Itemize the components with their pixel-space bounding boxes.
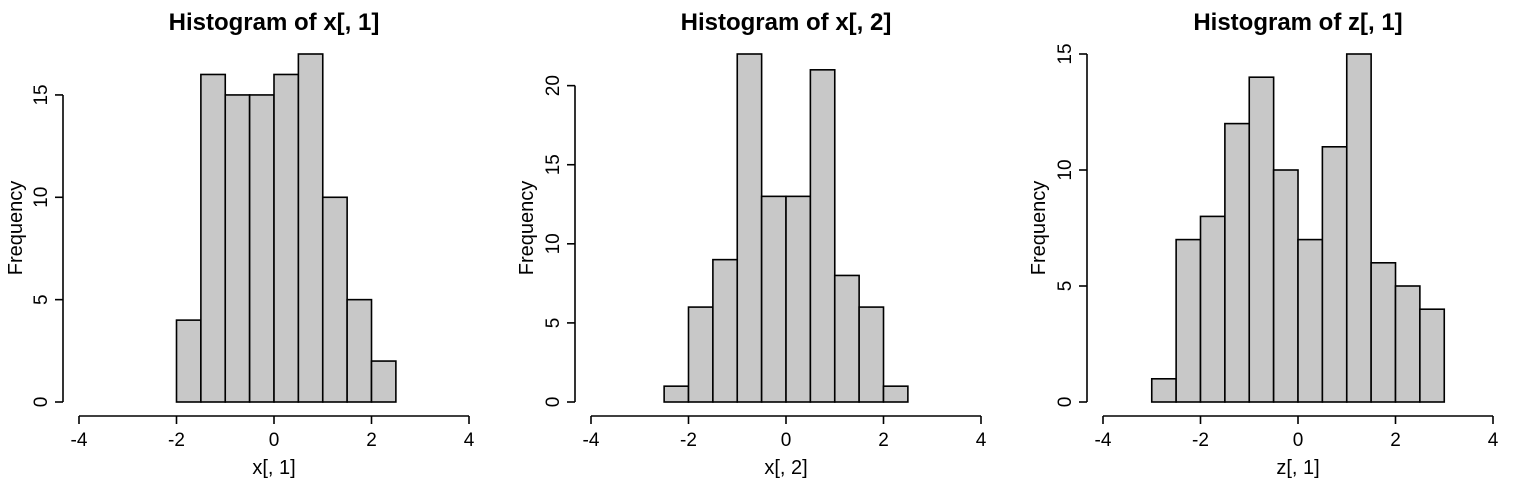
histogram-panel-3: Histogram of z[, 1] -4 -2 0 2 4 0 5 10 15 z[, 1…	[1028, 9, 1499, 479]
x-axis: -4 -2 0 2 4	[1095, 415, 1499, 451]
histogram-bar	[1345, 53, 1372, 403]
x-axis: -4 -2 0 2 4	[71, 415, 475, 451]
x-tick-label: -4	[1095, 430, 1112, 451]
x-axis-title: x[, 2]	[764, 457, 807, 479]
y-axis-title: Frequency	[516, 181, 538, 276]
histogram-bar	[760, 195, 787, 403]
x-tick-label: 2	[1390, 430, 1401, 451]
x-tick-label: -4	[71, 430, 88, 451]
y-tick-label: 15	[543, 154, 564, 175]
histogram-bar	[224, 94, 251, 403]
x-tick-label: -2	[1192, 430, 1209, 451]
histogram-bar	[297, 53, 324, 403]
histogram-bar	[175, 319, 202, 403]
y-tick-label: 10	[543, 233, 564, 254]
x-tick-label: 0	[269, 430, 280, 451]
histogram-bar	[809, 69, 836, 403]
y-tick-label: 10	[31, 187, 52, 208]
y-tick-label: 5	[31, 294, 52, 305]
histogram-bar	[1272, 169, 1299, 403]
x-tick-label: -2	[168, 430, 185, 451]
bars-group	[663, 53, 909, 403]
histogram-bar	[248, 94, 275, 403]
histogram-bar	[1248, 76, 1275, 403]
x-tick-label: -2	[680, 430, 697, 451]
y-tick-label: 0	[1055, 397, 1076, 408]
histogram-panel-1: Histogram of x[, 1] -4 -2 0 2 4 0 5 10 15 x[, 1…	[5, 9, 475, 479]
x-tick-label: 2	[366, 430, 377, 451]
histogram-bar	[833, 274, 860, 403]
histogram-bar	[858, 306, 885, 403]
histogram-bar	[273, 73, 300, 403]
histogram-bar	[736, 53, 763, 403]
x-tick-label: 4	[976, 430, 987, 451]
y-tick-label: 0	[543, 397, 564, 408]
histogram-bar	[1150, 377, 1177, 403]
histogram-bar	[346, 298, 373, 403]
y-tick-label: 20	[543, 75, 564, 96]
x-axis-title: z[, 1]	[1276, 457, 1319, 479]
histogram-bar	[370, 360, 397, 403]
bars-group	[175, 53, 397, 403]
histogram-bar	[1297, 238, 1324, 403]
histogram-bar	[1224, 122, 1251, 403]
histogram-bar	[1370, 261, 1397, 403]
y-axis: 0 5 10 15 20	[543, 75, 576, 408]
y-tick-label: 5	[543, 318, 564, 329]
bars-group	[1150, 53, 1446, 403]
histogram-bar	[785, 195, 812, 403]
histogram-bar	[1199, 215, 1226, 403]
y-axis: 0 5 10 15	[1055, 43, 1088, 408]
y-tick-label: 15	[31, 84, 52, 105]
histogram-bar	[321, 196, 348, 403]
x-tick-label: 2	[878, 430, 889, 451]
y-axis-title: Frequency	[1028, 181, 1050, 276]
y-axis: 0 5 10 15	[31, 84, 64, 408]
y-tick-label: 5	[1055, 281, 1076, 292]
histogram-bar	[200, 73, 227, 403]
y-tick-label: 15	[1055, 43, 1076, 64]
chart-title: Histogram of x[, 1]	[169, 9, 380, 36]
y-tick-label: 0	[31, 397, 52, 408]
histogram-bar	[1394, 285, 1421, 403]
x-tick-label: 4	[464, 430, 475, 451]
x-axis-title: x[, 1]	[252, 457, 295, 479]
y-axis-title: Frequency	[5, 181, 27, 276]
x-tick-label: -4	[583, 430, 600, 451]
histogram-bar	[712, 258, 739, 403]
histogram-bar	[1321, 146, 1348, 403]
chart-title: Histogram of x[, 2]	[681, 9, 892, 36]
y-tick-label: 10	[1055, 159, 1076, 180]
histogram-bar	[1175, 238, 1202, 403]
x-tick-label: 0	[781, 430, 792, 451]
x-axis: -4 -2 0 2 4	[583, 415, 987, 451]
x-tick-label: 4	[1488, 430, 1499, 451]
chart-title: Histogram of z[, 1]	[1193, 9, 1402, 36]
histogram-bar	[882, 385, 909, 403]
histogram-panel-2: Histogram of x[, 2] -4 -2 0 2 4 0 5 10 15 20 x[,…	[516, 9, 987, 479]
histogram-bar	[687, 306, 714, 403]
histogram-bar	[1419, 308, 1446, 403]
histogram-bar	[663, 385, 690, 403]
x-tick-label: 0	[1293, 430, 1304, 451]
